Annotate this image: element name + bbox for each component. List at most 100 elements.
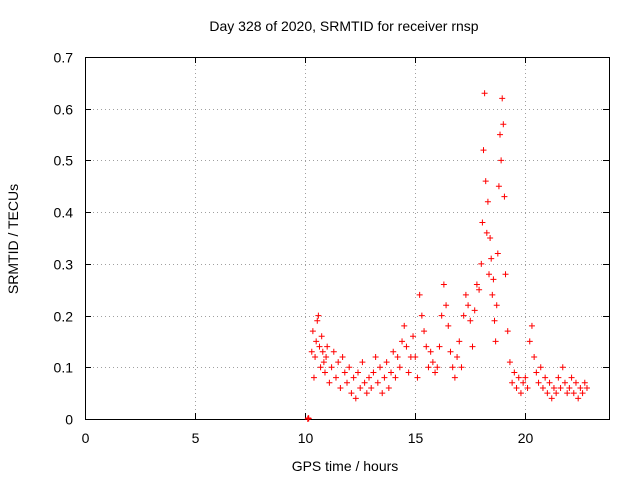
data-point	[517, 390, 524, 397]
data-point	[467, 317, 474, 324]
data-point	[498, 157, 505, 164]
data-point	[577, 384, 584, 391]
data-point	[502, 271, 509, 278]
data-point	[434, 364, 441, 371]
data-point	[405, 369, 412, 376]
data-point	[489, 291, 496, 298]
data-point	[478, 260, 485, 267]
data-point	[348, 390, 355, 397]
data-point	[359, 359, 366, 366]
data-point	[339, 353, 346, 360]
data-point	[501, 193, 508, 200]
data-point	[531, 353, 538, 360]
data-point	[537, 364, 544, 371]
data-point	[337, 384, 344, 391]
data-point	[522, 374, 529, 381]
data-point	[561, 379, 568, 386]
data-point	[539, 384, 546, 391]
data-point	[352, 395, 359, 402]
data-point	[482, 178, 489, 185]
data-point	[401, 322, 408, 329]
data-point	[438, 312, 445, 319]
data-point	[568, 374, 575, 381]
data-point	[310, 374, 317, 381]
data-point	[320, 359, 327, 366]
data-point	[363, 390, 370, 397]
data-point	[528, 322, 535, 329]
data-point	[429, 359, 436, 366]
data-point	[323, 353, 330, 360]
plot-frame	[85, 57, 610, 420]
data-point	[421, 328, 428, 335]
data-point	[332, 374, 339, 381]
data-point	[390, 348, 397, 355]
data-point	[379, 390, 386, 397]
data-point	[479, 219, 486, 226]
data-point	[487, 235, 494, 241]
data-point	[458, 364, 465, 371]
data-point	[486, 271, 493, 278]
data-point	[469, 343, 476, 350]
x-tick-label: 0	[82, 430, 90, 446]
data-point	[316, 343, 323, 350]
data-point	[381, 374, 388, 381]
data-point	[494, 250, 501, 257]
data-point	[548, 395, 555, 402]
data-point	[490, 276, 497, 283]
data-point	[425, 364, 432, 371]
data-point	[559, 364, 566, 371]
data-point	[368, 384, 375, 391]
y-tick-label: 0.2	[54, 309, 74, 325]
data-point	[445, 322, 452, 329]
data-point	[374, 379, 381, 386]
data-point	[328, 364, 335, 371]
grid	[85, 57, 609, 419]
data-point	[509, 379, 516, 386]
data-point	[460, 312, 467, 319]
data-point	[412, 353, 419, 360]
data-point	[550, 384, 557, 391]
data-point	[546, 379, 553, 386]
data-point	[462, 291, 469, 298]
data-point	[305, 415, 312, 422]
data-point	[557, 384, 564, 391]
data-point	[495, 183, 502, 190]
data-point	[481, 90, 488, 97]
data-point	[506, 359, 513, 366]
y-tick-label: 0.5	[54, 153, 74, 169]
data-point	[312, 353, 319, 360]
data-point	[313, 338, 320, 345]
data-point	[372, 353, 379, 360]
data-point	[524, 384, 531, 391]
data-point	[583, 384, 590, 391]
data-point	[346, 364, 353, 371]
data-point	[416, 291, 423, 298]
data-point	[314, 317, 321, 324]
data-point	[366, 374, 373, 381]
data-point	[443, 302, 450, 309]
data-point	[473, 281, 480, 288]
y-axis-title: SRMTID / TECUs	[5, 184, 21, 294]
data-point	[520, 379, 527, 386]
data-point	[355, 369, 362, 376]
y-tick-label: 0.1	[54, 360, 74, 376]
data-points	[304, 90, 590, 422]
data-point	[579, 390, 586, 397]
x-tick-label: 10	[298, 430, 314, 446]
data-point	[326, 379, 333, 386]
data-point	[319, 348, 326, 355]
data-point	[575, 395, 582, 402]
data-point	[385, 384, 392, 391]
data-point	[335, 359, 342, 366]
data-point	[491, 317, 498, 324]
data-point	[432, 369, 439, 376]
data-point	[357, 384, 364, 391]
axis-ticks	[85, 57, 609, 420]
data-point	[553, 390, 560, 397]
data-point	[456, 338, 463, 345]
tick-labels: 0 0.1 0.2 0.3 0.4 0.5 0.6 0.7 0 5 10 15 20	[54, 50, 534, 447]
data-point	[581, 379, 588, 386]
data-point	[341, 369, 348, 376]
data-point	[330, 348, 337, 355]
data-point	[361, 379, 368, 386]
